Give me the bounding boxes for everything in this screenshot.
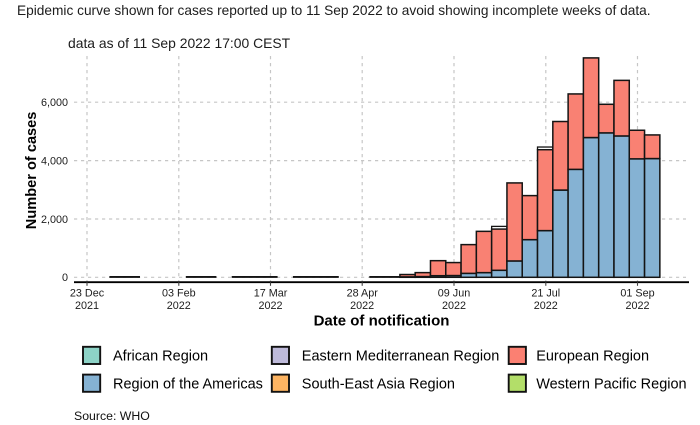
svg-text:21 Jul: 21 Jul bbox=[531, 288, 560, 300]
svg-text:2022: 2022 bbox=[167, 300, 191, 312]
svg-text:03 Feb: 03 Feb bbox=[162, 288, 196, 300]
svg-text:2022: 2022 bbox=[534, 300, 558, 312]
svg-text:2022: 2022 bbox=[258, 300, 282, 312]
svg-text:23 Dec: 23 Dec bbox=[70, 288, 105, 300]
svg-text:Eastern Mediterranean Region: Eastern Mediterranean Region bbox=[302, 349, 499, 365]
svg-text:2022: 2022 bbox=[442, 300, 466, 312]
svg-text:Source: WHO: Source: WHO bbox=[74, 409, 150, 423]
svg-text:Western Pacific Region: Western Pacific Region bbox=[536, 376, 686, 392]
svg-text:01 Sep: 01 Sep bbox=[620, 288, 654, 300]
svg-text:2,000: 2,000 bbox=[41, 214, 68, 226]
svg-text:Region of the Americas: Region of the Americas bbox=[113, 376, 263, 392]
svg-text:European Region: European Region bbox=[536, 349, 649, 365]
svg-text:4,000: 4,000 bbox=[41, 156, 68, 168]
svg-text:28 Apr: 28 Apr bbox=[347, 288, 379, 300]
svg-text:17 Mar: 17 Mar bbox=[254, 288, 288, 300]
svg-text:09 Jun: 09 Jun bbox=[438, 288, 470, 300]
svg-text:African Region: African Region bbox=[113, 349, 208, 365]
svg-text:South-East Asia Region: South-East Asia Region bbox=[302, 376, 455, 392]
svg-text:6,000: 6,000 bbox=[41, 97, 68, 109]
svg-text:2022: 2022 bbox=[625, 300, 649, 312]
svg-text:data as of 11 Sep 2022 17:00 C: data as of 11 Sep 2022 17:00 CEST bbox=[68, 35, 291, 51]
svg-text:2022: 2022 bbox=[350, 300, 374, 312]
svg-text:Number of cases: Number of cases bbox=[24, 112, 40, 230]
svg-text:Date of notification: Date of notification bbox=[314, 312, 450, 329]
svg-text:0: 0 bbox=[62, 272, 68, 284]
svg-text:2021: 2021 bbox=[75, 300, 99, 312]
svg-text:Epidemic curve shown for cases: Epidemic curve shown for cases reported … bbox=[17, 3, 651, 18]
